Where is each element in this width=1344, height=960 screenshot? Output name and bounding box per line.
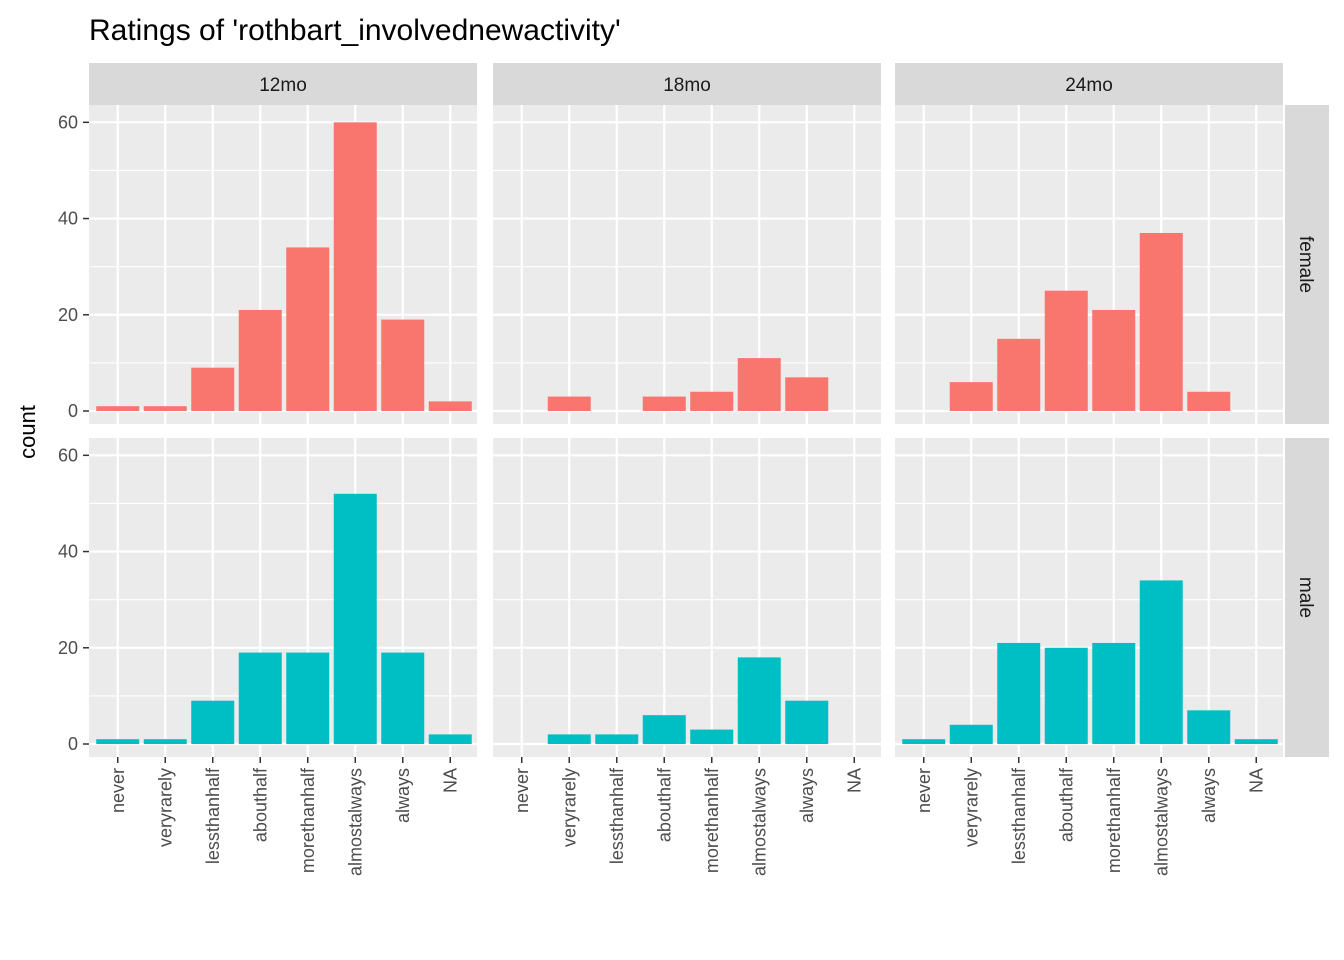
y-tick-label: 40 — [58, 209, 78, 229]
panel-female-24mo — [895, 105, 1283, 424]
x-tick-label: almostalways — [345, 768, 365, 876]
x-tick-label: always — [797, 768, 817, 823]
y-tick-label: 60 — [58, 445, 78, 465]
bar-almostalways — [737, 358, 781, 412]
bar-abouthalf — [238, 309, 282, 412]
x-tick-label: NA — [844, 768, 864, 793]
y-tick-label: 40 — [58, 542, 78, 562]
y-tick-label: 0 — [68, 734, 78, 754]
bar-abouthalf — [1044, 290, 1088, 412]
bar-always — [785, 700, 829, 745]
bar-NA — [1234, 739, 1278, 745]
bar-abouthalf — [238, 652, 282, 745]
x-tick-label: morethanhalf — [702, 767, 722, 873]
bar-NA — [428, 734, 472, 745]
bar-veryrarely — [143, 739, 187, 745]
x-tick-label: abouthalf — [250, 767, 270, 842]
facet-strip-female — [1285, 105, 1329, 424]
bar-lessthanhalf — [191, 367, 235, 412]
bar-NA — [428, 401, 472, 412]
bar-veryrarely — [143, 406, 187, 412]
panel-male-12mo — [89, 438, 477, 757]
bar-morethanhalf — [1092, 642, 1136, 745]
bar-never — [96, 406, 140, 412]
y-tick-label: 20 — [58, 638, 78, 658]
x-tick-label: almostalways — [749, 768, 769, 876]
bar-veryrarely — [547, 734, 591, 745]
bar-almostalways — [333, 122, 377, 412]
bar-always — [1187, 391, 1231, 412]
bar-lessthanhalf — [997, 338, 1041, 412]
facet-strip-male — [1285, 438, 1329, 757]
bar-veryrarely — [547, 396, 591, 412]
x-tick-label: never — [512, 768, 532, 813]
x-tick-label: never — [108, 768, 128, 813]
panel-background — [493, 105, 881, 424]
panel-male-18mo — [493, 438, 881, 757]
y-tick-label: 0 — [68, 401, 78, 421]
bar-morethanhalf — [690, 729, 734, 745]
bar-always — [381, 652, 425, 745]
facet-strip-label: 24mo — [1065, 75, 1113, 96]
x-tick-label: almostalways — [1151, 768, 1171, 876]
x-tick-label: veryrarely — [559, 768, 579, 847]
facet-panels: 12mo 18mo 24mo female male 0 20 40 60 0 20 40 60 neve… — [58, 63, 1329, 876]
x-tick-label: NA — [1246, 768, 1266, 793]
panel-background — [895, 105, 1283, 424]
x-tick-label: lessthanhalf — [203, 767, 223, 864]
bar-morethanhalf — [286, 247, 330, 412]
x-tick-label: morethanhalf — [298, 767, 318, 873]
bar-always — [785, 377, 829, 412]
panel-female-18mo — [493, 105, 881, 424]
y-axis-title: count — [15, 405, 40, 459]
panel-female-12mo — [89, 105, 477, 424]
bar-always — [1187, 710, 1231, 745]
panel-background — [895, 438, 1283, 757]
bar-always — [381, 319, 425, 412]
x-tick-label: lessthanhalf — [607, 767, 627, 864]
bar-abouthalf — [642, 396, 686, 412]
x-tick-label: always — [393, 768, 413, 823]
bar-veryrarely — [949, 382, 993, 412]
facet-strip-label: female — [1295, 236, 1316, 293]
facet-strip-12mo — [89, 63, 477, 105]
bar-never — [902, 739, 946, 745]
bar-lessthanhalf — [595, 734, 639, 745]
panel-male-24mo — [895, 438, 1283, 757]
x-tick-label: abouthalf — [1056, 767, 1076, 842]
bar-almostalways — [1139, 580, 1183, 745]
bar-morethanhalf — [1092, 309, 1136, 412]
x-tick-label: abouthalf — [654, 767, 674, 842]
bar-morethanhalf — [690, 391, 734, 412]
bar-abouthalf — [1044, 647, 1088, 745]
x-tick-label: veryrarely — [155, 768, 175, 847]
facet-strip-label: male — [1295, 577, 1316, 618]
bar-never — [96, 739, 140, 745]
bar-lessthanhalf — [191, 700, 235, 745]
x-tick-label: veryrarely — [961, 768, 981, 847]
bar-morethanhalf — [286, 652, 330, 745]
chart-title: Ratings of 'rothbart_involvednewactivity… — [89, 14, 621, 47]
facet-strip-label: 18mo — [663, 75, 711, 96]
x-tick-label: NA — [440, 768, 460, 793]
y-tick-label: 60 — [58, 112, 78, 132]
x-tick-label: lessthanhalf — [1009, 767, 1029, 864]
bar-lessthanhalf — [997, 642, 1041, 745]
bar-almostalways — [737, 657, 781, 745]
facet-strip-24mo — [895, 63, 1283, 105]
bar-almostalways — [333, 493, 377, 745]
x-tick-label: morethanhalf — [1104, 767, 1124, 873]
facet-strip-label: 12mo — [259, 75, 307, 96]
x-tick-label: always — [1199, 768, 1219, 823]
bar-veryrarely — [949, 724, 993, 745]
x-tick-label: never — [914, 768, 934, 813]
facet-strip-18mo — [493, 63, 881, 105]
bar-almostalways — [1139, 232, 1183, 412]
y-tick-label: 20 — [58, 305, 78, 325]
bar-abouthalf — [642, 715, 686, 745]
